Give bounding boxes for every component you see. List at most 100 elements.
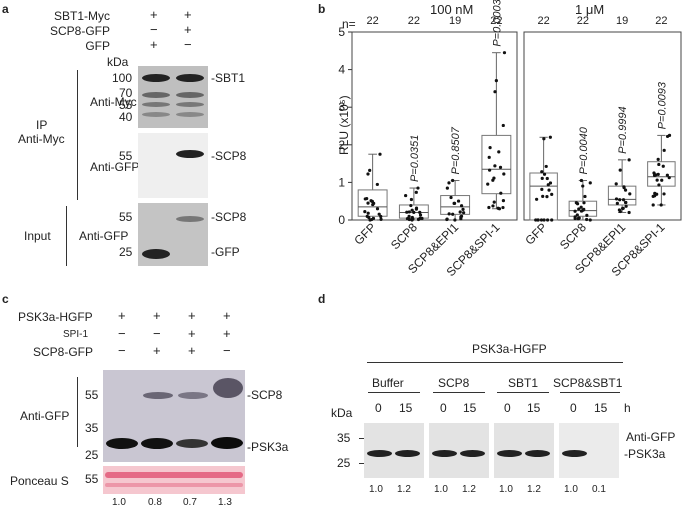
c-quant: 0.7 <box>183 497 197 508</box>
group-scp8: SCP8 <box>438 376 470 390</box>
data-point <box>542 172 547 176</box>
marker: 55 <box>119 149 133 163</box>
data-point <box>451 178 455 183</box>
data-point <box>494 79 498 83</box>
data-point <box>447 181 451 185</box>
data-point <box>585 217 589 222</box>
data-point <box>546 183 550 187</box>
sign: − <box>153 326 161 341</box>
n-label: n= <box>342 17 356 31</box>
marker: 35 <box>85 421 99 435</box>
data-point <box>404 193 408 198</box>
data-point <box>651 203 655 207</box>
time: 0 <box>375 401 382 415</box>
data-point <box>539 218 544 222</box>
data-point <box>651 194 655 198</box>
box <box>357 189 388 217</box>
data-point <box>501 205 505 210</box>
box <box>647 161 676 187</box>
data-point <box>627 158 631 162</box>
data-point <box>363 210 367 214</box>
blot-d-scp8 <box>429 423 489 478</box>
data-point <box>540 187 544 191</box>
data-point <box>573 209 577 213</box>
marker: 55 <box>119 210 133 224</box>
band-label-scp8: -SCP8 <box>211 149 247 163</box>
data-point <box>498 165 503 169</box>
y-tick-label: 1 <box>338 175 345 189</box>
box <box>440 195 471 215</box>
data-point <box>657 183 661 187</box>
d-quant: 1.0 <box>369 484 383 495</box>
c-quant: 0.8 <box>148 497 162 508</box>
p-value: P=0.0093 <box>656 81 668 129</box>
marker: 40 <box>119 110 133 124</box>
data-point <box>459 215 463 219</box>
sign: + <box>188 308 196 323</box>
data-point <box>418 210 422 214</box>
ip-antibody: Anti-Myc <box>18 132 65 146</box>
data-point <box>449 195 453 200</box>
data-point <box>368 218 372 222</box>
data-point <box>493 90 497 94</box>
category-label: GFP <box>522 220 549 247</box>
data-point <box>418 216 422 220</box>
data-point <box>410 218 414 222</box>
time: 15 <box>594 401 608 415</box>
y-tick-label: 2 <box>338 138 345 152</box>
row-label-scp8: SCP8-GFP <box>49 24 110 38</box>
data-point <box>550 218 554 222</box>
d-kda: kDa <box>331 406 353 420</box>
n-count: 19 <box>616 15 628 27</box>
p-value: P=0.9994 <box>617 106 629 153</box>
data-point <box>487 155 491 159</box>
data-point <box>623 188 628 192</box>
input-label: Input <box>24 229 51 243</box>
panel-c-letter: c <box>2 292 9 306</box>
data-point <box>368 168 372 172</box>
sign: + <box>184 7 192 22</box>
data-point <box>547 188 551 192</box>
data-point <box>409 203 413 208</box>
marker: 100 <box>112 71 133 85</box>
data-point <box>366 201 370 205</box>
marker: 25 <box>337 456 351 470</box>
data-point <box>662 148 666 152</box>
data-point <box>573 215 577 219</box>
data-point <box>534 218 538 222</box>
y-tick-label: 3 <box>338 100 345 114</box>
sign: − <box>184 37 192 52</box>
data-point <box>412 210 416 214</box>
data-point <box>618 198 622 202</box>
data-point <box>501 198 506 203</box>
data-point <box>499 191 503 195</box>
sign: + <box>223 308 231 323</box>
data-point <box>627 210 631 215</box>
panel-b-letter: b <box>318 2 326 16</box>
data-point <box>577 207 581 211</box>
d-antibody: Anti-GFP <box>626 430 676 444</box>
blot2-antibody: Anti-GFP <box>90 160 140 174</box>
data-point <box>497 150 501 154</box>
data-point <box>367 215 371 220</box>
data-point <box>375 207 380 211</box>
data-point <box>667 176 671 180</box>
time: 0 <box>570 401 577 415</box>
data-point <box>536 218 540 222</box>
data-point <box>662 192 666 196</box>
n-count: 22 <box>490 15 502 27</box>
data-point <box>488 146 492 150</box>
data-point <box>379 217 383 221</box>
row-label-sbt1: SBT1-Myc <box>53 9 110 23</box>
sign: + <box>188 343 196 358</box>
data-point <box>548 181 553 185</box>
facet-frame <box>351 31 518 221</box>
data-point <box>661 164 665 168</box>
blot-c <box>103 370 245 462</box>
sign: − <box>118 326 126 341</box>
blot-d-sbt1 <box>494 423 554 478</box>
data-point <box>545 176 549 181</box>
data-point <box>659 203 663 207</box>
data-point <box>407 210 411 214</box>
marker: 25 <box>85 448 99 462</box>
